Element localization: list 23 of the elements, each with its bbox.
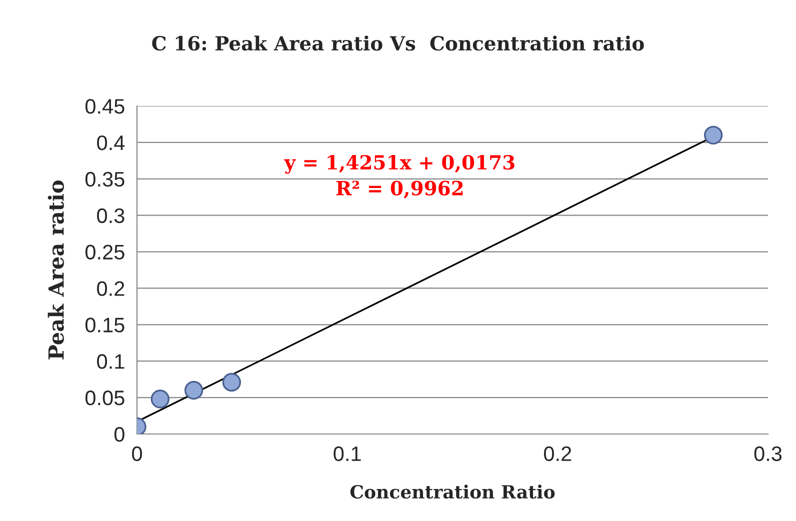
- y-tick-label: 0.45: [85, 99, 124, 114]
- y-tick-label: 0.35: [85, 172, 124, 187]
- point: [184, 380, 204, 400]
- y-tick-label: 0.4: [97, 135, 125, 150]
- y-axis-title: Peak Area ratio: [48, 180, 64, 360]
- y-tick-label: 0.2: [97, 281, 124, 296]
- point: [222, 372, 241, 392]
- y-tick-label: 0.1: [97, 354, 124, 369]
- x-tick-label: 0: [132, 446, 142, 462]
- y-tick-label: 0.15: [85, 318, 124, 332]
- point: [150, 390, 170, 408]
- x-tick-label: 0.2: [544, 446, 572, 462]
- y-tick-label: 0.05: [85, 390, 124, 406]
- x-tick-label: 0.3: [754, 446, 782, 462]
- annotation: R² = 0,9962: [336, 180, 463, 198]
- x-axis-title: Concentration Ratio: [350, 484, 555, 499]
- annotation: y = 1,4251x + 0,0173: [284, 154, 514, 174]
- chart-title: C 16: Peak Area ratio Vs Concentration ratio: [152, 36, 644, 51]
- y-tick-label: 0.25: [85, 244, 124, 260]
- y-tick-label: 0: [114, 427, 124, 442]
- point: [704, 126, 723, 144]
- y-tick-label: 0.3: [97, 208, 124, 224]
- x-tick-label: 0.1: [334, 446, 361, 462]
